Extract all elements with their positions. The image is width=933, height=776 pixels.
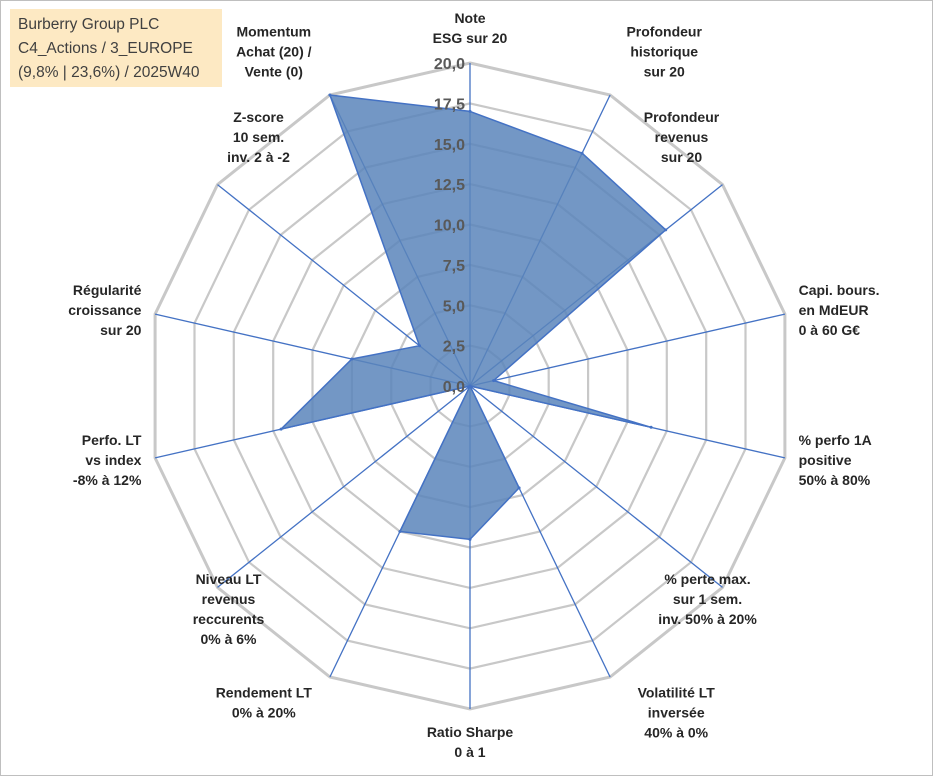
- security-name: Burberry Group PLC: [18, 16, 160, 33]
- axis-label-line: inv. 50% à 20%: [658, 611, 757, 627]
- axis-label: Ratio Sharpe 0 à 1: [427, 724, 514, 760]
- axis-label-line: Profondeur: [644, 109, 720, 125]
- axis-label: % perfo 1A positive 50% à 80%: [799, 432, 872, 488]
- tick-label: 10,0: [434, 218, 465, 235]
- axis-label-line: ESG sur 20: [433, 30, 508, 46]
- axis-label-line: reccurents: [193, 611, 265, 627]
- axis-label-line: 10 sem.: [233, 129, 284, 145]
- axis-spoke: [217, 385, 471, 588]
- axis-label-line: sur 20: [644, 63, 685, 79]
- axis-label-line: Vente (0): [245, 63, 303, 79]
- axis-label-line: Momentum: [236, 23, 311, 39]
- axis-label-line: revenus: [202, 591, 256, 607]
- axis-label-line: revenus: [655, 129, 709, 145]
- axis-spoke: [469, 385, 723, 588]
- data-point: [418, 344, 421, 348]
- axis-label-line: 0% à 20%: [232, 705, 296, 721]
- data-point: [517, 486, 521, 490]
- data-point: [328, 93, 332, 97]
- axis-label-line: inv. 2 à -2: [227, 149, 290, 165]
- axis-label-line: historique: [630, 43, 698, 59]
- radar-tick-labels: 0,0 2,5 5,0 7,5 10,0 12,5 15,0 17,5 20,0: [434, 56, 465, 396]
- tick-label: 7,5: [443, 258, 465, 275]
- axis-label: Profondeur historique sur 20: [626, 23, 702, 79]
- axis-label-line: Régularité: [73, 282, 142, 298]
- axis-label: Perfo. LT vs index -8% à 12%: [73, 432, 142, 488]
- security-info-box: Burberry Group PLC C4_Actions / 3_EUROPE…: [10, 9, 222, 87]
- tick-label: 0,0: [443, 379, 465, 396]
- data-point: [468, 109, 472, 113]
- axis-label-line: % perte max.: [664, 571, 750, 587]
- axis-label-line: Z-score: [233, 109, 284, 125]
- radar-series: [278, 93, 668, 541]
- data-point: [350, 357, 354, 361]
- data-point: [580, 151, 584, 155]
- axis-label: Momentum Achat (20) / Vente (0): [236, 23, 312, 79]
- axis-label-line: sur 20: [100, 322, 141, 338]
- axis-label: Capi. bours. en MdEUR 0 à 60 G€: [799, 282, 880, 338]
- axis-label: Rendement LT 0% à 20%: [216, 685, 313, 721]
- radar-axis-labels: Note ESG sur 20 Profondeur historique sur 20…: [68, 10, 879, 760]
- axis-label-line: Niveau LT: [196, 571, 262, 587]
- axis-label-line: 40% à 0%: [644, 725, 708, 741]
- axis-label-line: en MdEUR: [799, 302, 869, 318]
- axis-label-line: 0 à 1: [454, 744, 485, 760]
- tick-label: 12,5: [434, 177, 465, 194]
- axis-label-line: positive: [799, 452, 852, 468]
- tick-label: 5,0: [443, 298, 465, 315]
- security-stats: (9,8% | 23,6%) / 2025W40: [18, 64, 200, 81]
- axis-label: % perte max. sur 1 sem. inv. 50% à 20%: [658, 571, 757, 627]
- axis-label: Volatilité LT inversée 40% à 0%: [638, 685, 716, 741]
- axis-label: Profondeur revenus sur 20: [644, 109, 720, 165]
- axis-spoke: [469, 313, 786, 387]
- axis-label-line: croissance: [68, 302, 141, 318]
- axis-label-line: 0% à 6%: [200, 631, 257, 647]
- tick-label: 17,5: [434, 96, 465, 113]
- data-point: [468, 384, 472, 388]
- axis-label: Régularité croissance sur 20: [68, 282, 141, 338]
- data-point: [279, 427, 283, 431]
- axis-label-line: Ratio Sharpe: [427, 724, 514, 740]
- axis-label: Niveau LT revenus reccurents 0% à 6%: [193, 571, 265, 647]
- data-point: [492, 379, 496, 383]
- axis-label: Note ESG sur 20: [433, 10, 508, 46]
- axis-label-line: 50% à 80%: [799, 472, 871, 488]
- tick-label: 20,0: [434, 56, 465, 73]
- series-area: [278, 94, 667, 541]
- axis-label-line: Capi. bours.: [799, 282, 880, 298]
- axis-label-line: Perfo. LT: [82, 432, 142, 448]
- axis-label-line: % perfo 1A: [799, 432, 872, 448]
- axis-label-line: Note: [454, 10, 485, 26]
- data-point: [398, 530, 402, 533]
- data-point: [664, 228, 668, 232]
- axis-label-line: -8% à 12%: [73, 472, 142, 488]
- security-category: C4_Actions / 3_EUROPE: [18, 40, 193, 57]
- axis-label-line: Achat (20) /: [236, 43, 312, 59]
- axis-label-line: vs index: [85, 452, 141, 468]
- axis-label-line: Profondeur: [626, 23, 702, 39]
- tick-label: 2,5: [443, 339, 465, 356]
- tick-label: 15,0: [434, 137, 465, 154]
- axis-label-line: Volatilité LT: [638, 685, 716, 701]
- axis-label: Z-score 10 sem. inv. 2 à -2: [227, 109, 290, 165]
- axis-label-line: 0 à 60 G€: [799, 322, 861, 338]
- axis-label-line: sur 20: [661, 149, 702, 165]
- axis-label-line: inversée: [648, 705, 705, 721]
- data-point: [649, 425, 653, 429]
- axis-label-line: Rendement LT: [216, 685, 313, 701]
- data-point: [468, 537, 472, 541]
- axis-label-line: sur 1 sem.: [673, 591, 742, 607]
